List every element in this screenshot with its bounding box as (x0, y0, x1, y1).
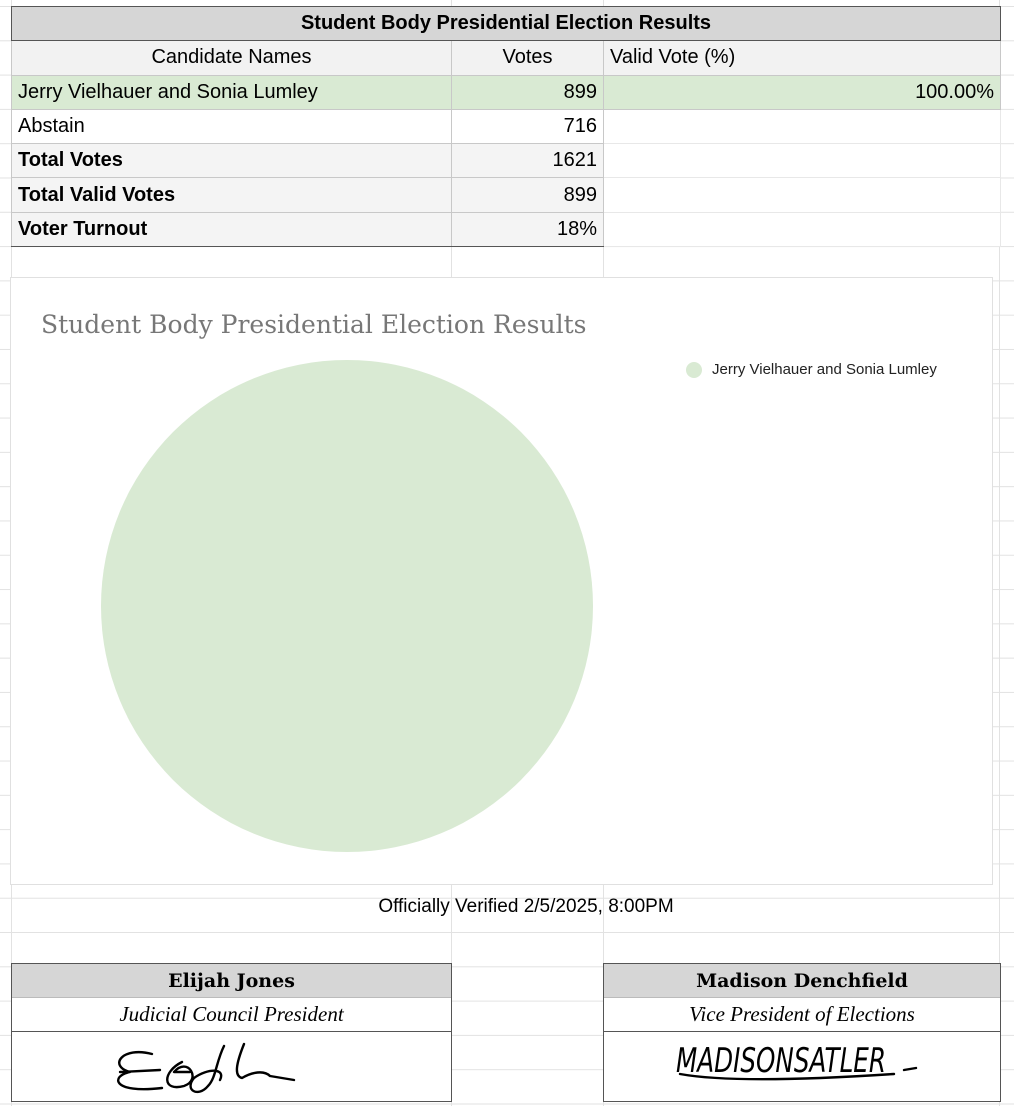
signature-area (12, 1032, 451, 1101)
chart-legend[interactable]: Jerry Vielhauer and Sonia Lumley (686, 361, 937, 378)
results-table: Student Body Presidential Election Resul… (10, 5, 1002, 248)
valid-pct-cell[interactable] (602, 108, 1002, 145)
empty-cell[interactable] (602, 143, 1002, 179)
candidate-name-cell[interactable]: Abstain (11, 108, 452, 145)
pie-chart-svg (101, 360, 593, 852)
signature-box-right: Madison Denchfield Vice President of Ele… (603, 963, 1001, 1102)
votes-cell[interactable]: 716 (451, 108, 604, 145)
signature-area: MADISONSATLER (604, 1032, 1000, 1101)
signature-box-left: Elijah Jones Judicial Council President (11, 963, 452, 1102)
table-title: Student Body Presidential Election Resul… (10, 5, 1002, 42)
valid-pct-cell[interactable]: 100.00% (602, 74, 1002, 110)
header-valid-vote[interactable]: Valid Vote (%) (602, 40, 1002, 76)
pie-chart[interactable]: Student Body Presidential Election Resul… (10, 277, 993, 885)
table-row: Voter Turnout 18% (11, 211, 1002, 248)
signer-name: Elijah Jones (12, 964, 451, 998)
summary-value-cell[interactable]: 1621 (451, 143, 604, 179)
summary-value-cell[interactable]: 18% (451, 211, 604, 248)
table-row: Total Valid Votes 899 (11, 177, 1002, 213)
candidate-name-cell[interactable]: Jerry Vielhauer and Sonia Lumley (11, 74, 452, 110)
handwritten-signature (117, 1042, 296, 1094)
summary-value-cell[interactable]: 899 (451, 177, 604, 213)
grid-column-line (999, 0, 1000, 1106)
table-row: Total Votes 1621 (11, 143, 1002, 179)
header-row: Candidate Names Votes Valid Vote (%) (11, 40, 1002, 76)
handwritten-signature: MADISONSATLER (676, 1041, 918, 1081)
summary-label-cell[interactable]: Total Votes (11, 143, 452, 179)
empty-cell[interactable] (602, 177, 1002, 213)
verified-text: Officially Verified 2/5/2025, 8:00PM (378, 896, 674, 917)
table-row: Abstain 716 (11, 108, 1002, 145)
votes-cell[interactable]: 899 (451, 74, 604, 110)
summary-label-cell[interactable]: Voter Turnout (11, 211, 452, 248)
chart-title: Student Body Presidential Election Resul… (41, 310, 587, 339)
signer-role: Judicial Council President (12, 998, 451, 1032)
empty-cell[interactable] (602, 211, 1002, 248)
signer-role: Vice President of Elections (604, 998, 1000, 1032)
header-votes[interactable]: Votes (451, 40, 604, 76)
table-row: Jerry Vielhauer and Sonia Lumley 899 100… (11, 74, 1002, 110)
summary-label-cell[interactable]: Total Valid Votes (11, 177, 452, 213)
legend-swatch (686, 361, 702, 378)
pie-slice[interactable] (101, 360, 593, 852)
signature-lettering: MADISONSATLER (676, 1041, 886, 1081)
header-candidate-names[interactable]: Candidate Names (11, 40, 452, 76)
legend-label: Jerry Vielhauer and Sonia Lumley (712, 361, 937, 378)
verification-note: Officially Verified 2/5/2025, 8:00PM (11, 896, 1014, 918)
signer-name: Madison Denchfield (604, 964, 1000, 998)
